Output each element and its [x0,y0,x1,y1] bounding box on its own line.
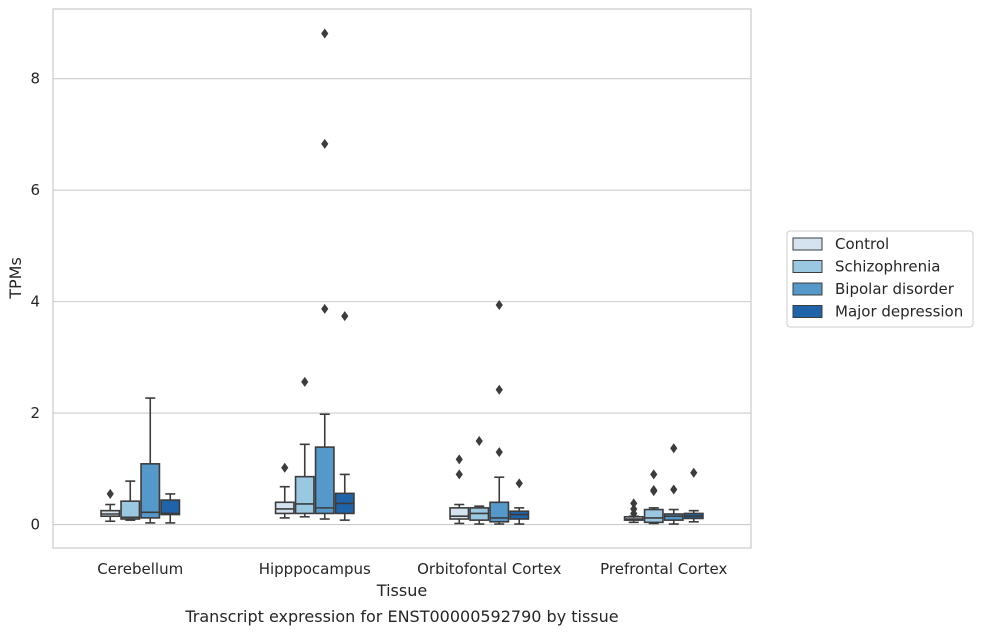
outlier-point [630,503,638,514]
outlier-point [321,138,329,149]
iqr-box [449,507,470,520]
legend-swatch [792,260,823,273]
outlier-point [495,447,503,458]
box-control [623,498,644,524]
box-major-depression [334,311,355,521]
y-tick-labels: 0 2 4 6 8 [30,70,40,534]
iqr-box [160,499,181,516]
y-tick-label: 8 [30,70,40,88]
outlier-point [630,498,638,509]
outlier-point [670,443,678,454]
iqr-box [140,463,161,519]
box-control [274,462,295,519]
y-axis-label: TPMs [6,257,25,300]
legend-swatch [792,282,823,296]
x-tick-label: Orbitofontal Cortex [417,560,561,578]
iqr-box [489,501,510,523]
legend-swatch [792,305,823,318]
x-tick-label: Cerebellum [97,560,183,578]
legend-label: Schizophrenia [835,258,940,276]
chart-title: Transcript expression for ENST0000059279… [184,607,618,626]
outlier-point [475,435,483,446]
outlier-point [650,469,658,480]
legend-label: Major depression [835,303,963,321]
outlier-point [650,485,658,496]
outlier-point [321,303,329,314]
iqr-box [643,508,664,524]
iqr-box [274,501,295,515]
box-major-depression [683,467,704,523]
box-major-depression [160,493,181,524]
outlier-point [301,376,309,387]
outlier-point [495,299,503,310]
box-bipolar-disorder [489,299,510,525]
y-tick-label: 6 [30,181,40,199]
plot-frame [52,8,752,549]
legend-label: Bipolar disorder [835,280,955,298]
box-schizophrenia [294,376,315,518]
box-bipolar-disorder [140,397,161,524]
outlier-point [495,384,503,395]
iqr-box [294,475,315,515]
x-axis-label: Tissue [376,581,427,600]
outlier-point [106,488,114,499]
y-tick-label: 2 [30,404,40,422]
outlier-point [281,462,289,473]
x-tick-label: Hipppocampus [259,560,371,578]
box-bipolar-disorder [663,443,684,525]
y-tick-label: 0 [30,516,40,534]
box-bipolar-disorder [314,28,335,520]
iqr-box [314,446,335,515]
outlier-point [455,469,463,480]
box-control [449,454,470,525]
legend-swatch [792,237,823,251]
outlier-point [515,478,523,489]
x-tick-label: Prefrontal Cortex [600,560,727,578]
outlier-point [690,467,698,478]
box-schizophrenia [643,469,664,525]
x-tick-labels: Cerebellum Hipppocampus Orbitofontal Corte… [97,560,727,578]
box-major-depression [509,478,530,525]
iqr-box [663,513,684,521]
iqr-box [120,500,141,520]
y-tick-label: 4 [30,293,40,311]
box-groups [100,28,704,525]
outlier-point [455,454,463,465]
grid-lines [53,78,751,526]
box-schizophrenia [120,480,141,521]
box-schizophrenia [469,435,490,525]
outlier-point [321,28,329,39]
outlier-point [670,484,678,495]
box-control [100,488,121,523]
legend: Control Schizophrenia Bipolar disorder Majo… [786,230,974,328]
outlier-point [341,311,349,322]
legend-label: Control [835,235,889,253]
legend-frame [786,230,974,328]
